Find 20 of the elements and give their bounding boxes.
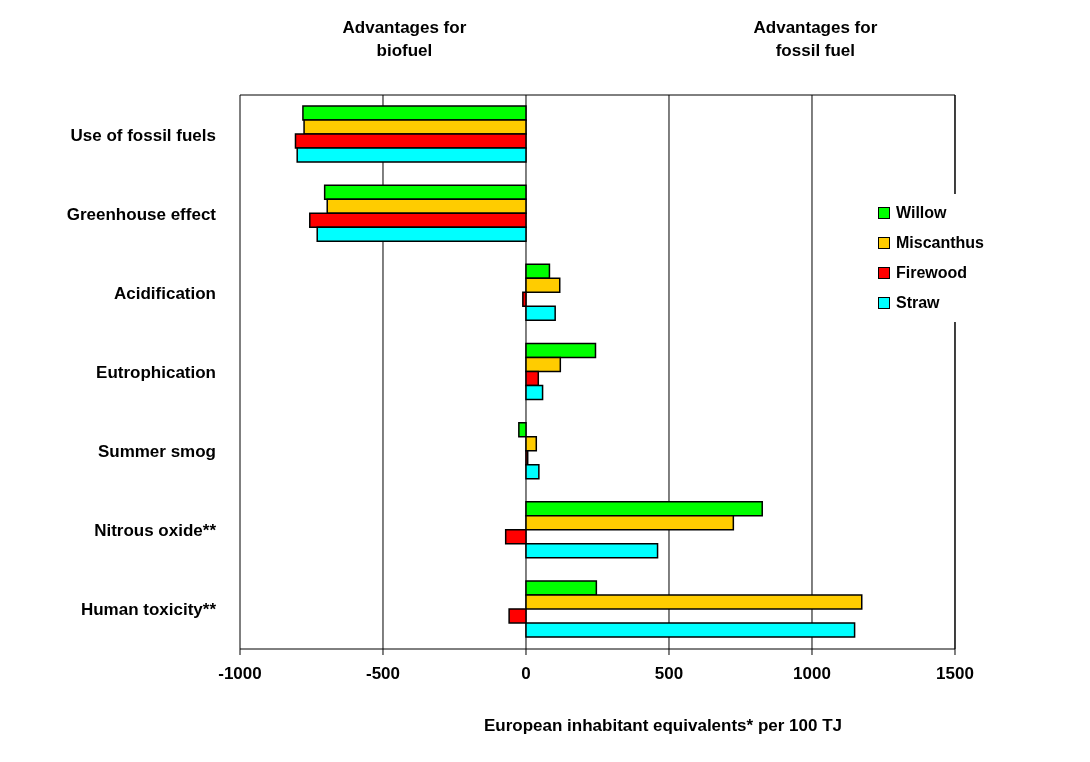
legend-label: Firewood <box>895 263 968 283</box>
text: Advantages for fossil fuel <box>752 17 879 62</box>
y-tick-label: Acidification <box>113 283 216 303</box>
x-tick-label: 0 <box>521 664 531 684</box>
text: Advantages for biofuel <box>341 17 468 62</box>
x-tick-label: 500 <box>654 664 684 684</box>
x-axis-title: European inhabitant equivalents* per 100 TJ <box>482 716 843 736</box>
legend-label: Straw <box>895 293 940 313</box>
legend-label: Willow <box>895 203 947 223</box>
x-tick-label: -500 <box>365 664 401 684</box>
y-tick-label: Eutrophication <box>96 363 216 383</box>
y-tick-label: Greenhouse effect <box>66 204 217 224</box>
y-tick-label: Nitrous oxide** <box>94 521 217 541</box>
y-tick-label: Use of fossil fuels <box>70 125 216 145</box>
y-tick-label: Summer smog <box>97 442 216 462</box>
x-tick-label: -1000 <box>218 664 262 684</box>
x-tick-label: 1500 <box>936 664 974 684</box>
y-tick-label: Human toxicity** <box>80 600 217 620</box>
x-tick-label: 1000 <box>793 664 831 684</box>
legend-label: Miscanthus <box>895 233 984 253</box>
